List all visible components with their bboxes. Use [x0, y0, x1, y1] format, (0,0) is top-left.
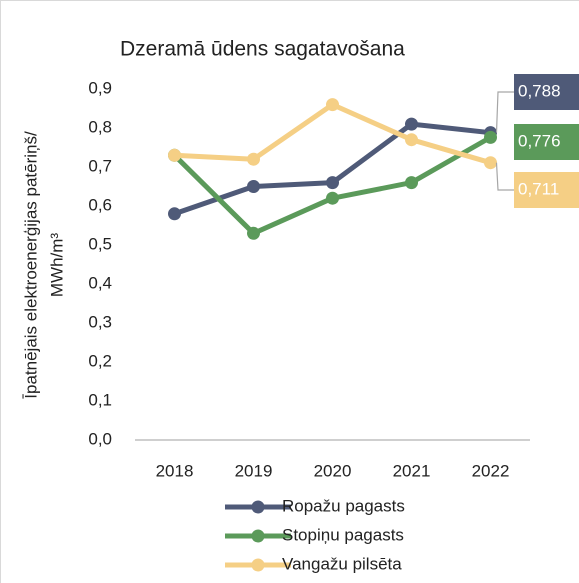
- marker: [168, 148, 181, 162]
- x-tick-label: 2022: [472, 461, 510, 480]
- x-tick-label: 2020: [314, 461, 352, 480]
- line: [174, 102, 492, 166]
- value-label-box: [514, 172, 579, 208]
- x-tick-label: 2019: [235, 461, 273, 480]
- marker: [405, 133, 418, 147]
- y-tick-label: 0,8: [88, 117, 112, 136]
- marker: [326, 98, 339, 112]
- legend-label: Stopiņu pagasts: [282, 525, 404, 544]
- y-axis-label: MWh/m³: [47, 233, 66, 298]
- value-label: 0,788: [518, 81, 561, 100]
- y-tick-label: 0,1: [88, 390, 112, 409]
- y-tick-label: 0,4: [88, 273, 112, 292]
- marker: [247, 180, 260, 193]
- value-label-box: [514, 74, 579, 110]
- leader-line: [495, 91, 514, 133]
- marker: [326, 176, 339, 190]
- chart-title: Dzeramā ūdens sagatavošana: [120, 38, 405, 61]
- marker: [405, 117, 418, 131]
- value-label: 0,711: [518, 179, 559, 198]
- y-axis-label: Īpatnējais elektroenerģijas patēriņš/: [21, 131, 40, 399]
- y-tick-label: 0,0: [88, 429, 112, 448]
- marker: [168, 207, 181, 221]
- legend-marker: [251, 500, 265, 514]
- x-tick-label: 2021: [393, 461, 431, 480]
- x-tick-label: 2018: [156, 461, 194, 480]
- y-tick-label: 0,7: [88, 156, 112, 175]
- y-tick-label: 0,3: [88, 312, 112, 331]
- legend-label: Ropažu pagasts: [282, 496, 405, 515]
- legend-marker: [251, 558, 265, 572]
- marker: [405, 176, 418, 190]
- marker: [484, 130, 497, 144]
- value-label: 0,776: [518, 131, 561, 150]
- marker: [484, 156, 497, 170]
- y-tick-label: 0,6: [88, 195, 112, 214]
- marker: [326, 191, 339, 205]
- legend-marker: [251, 529, 265, 543]
- y-tick-label: 0,5: [88, 234, 112, 253]
- legend-label: Vangažu pilsēta: [282, 554, 402, 573]
- y-tick-label: 0,2: [88, 351, 112, 370]
- y-tick-label: 0,9: [88, 78, 112, 97]
- marker: [247, 226, 260, 240]
- marker: [247, 152, 260, 166]
- value-label-box: [514, 124, 579, 160]
- leader-line: [495, 162, 514, 191]
